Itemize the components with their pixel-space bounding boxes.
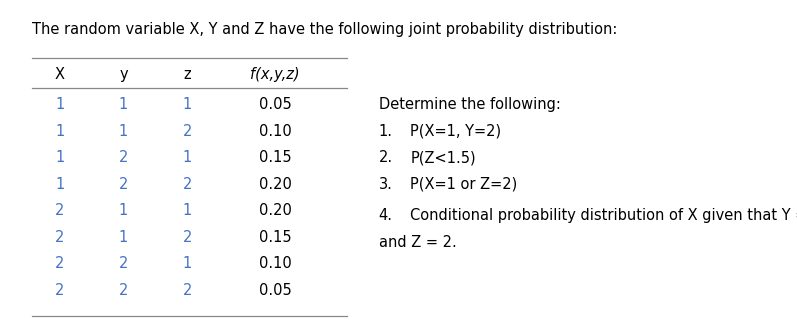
Text: 0.20: 0.20 [258, 203, 292, 218]
Text: 1: 1 [55, 150, 65, 165]
Text: 2: 2 [55, 230, 65, 245]
Text: 2: 2 [183, 177, 192, 192]
Text: 1: 1 [55, 97, 65, 112]
Text: z: z [183, 67, 191, 82]
Text: 2: 2 [119, 283, 128, 298]
Text: 0.10: 0.10 [258, 256, 292, 272]
Text: 2: 2 [183, 283, 192, 298]
Text: 1: 1 [183, 150, 192, 165]
Text: 2: 2 [119, 150, 128, 165]
Text: Determine the following:: Determine the following: [379, 97, 560, 112]
Text: 1: 1 [119, 230, 128, 245]
Text: 1: 1 [55, 177, 65, 192]
Text: 1.: 1. [379, 124, 393, 139]
Text: 0.20: 0.20 [258, 177, 292, 192]
Text: 2: 2 [55, 283, 65, 298]
Text: P(X=1, Y=2): P(X=1, Y=2) [410, 124, 501, 139]
Text: 2: 2 [55, 256, 65, 272]
Text: 0.05: 0.05 [258, 97, 292, 112]
Text: P(Z<1.5): P(Z<1.5) [410, 150, 476, 165]
Text: 0.15: 0.15 [259, 230, 291, 245]
Text: 2: 2 [55, 203, 65, 218]
Text: 0.15: 0.15 [259, 150, 291, 165]
Text: 2: 2 [119, 177, 128, 192]
Text: 2: 2 [183, 124, 192, 139]
Text: and Z = 2.: and Z = 2. [379, 235, 457, 250]
Text: 1: 1 [119, 97, 128, 112]
Text: P(X=1 or Z=2): P(X=1 or Z=2) [410, 177, 518, 192]
Text: X: X [55, 67, 65, 82]
Text: 2.: 2. [379, 150, 393, 165]
Text: Conditional probability distribution of X given that Y =1: Conditional probability distribution of … [410, 208, 797, 223]
Text: 1: 1 [119, 203, 128, 218]
Text: 4.: 4. [379, 208, 393, 223]
Text: 1: 1 [55, 124, 65, 139]
Text: The random variable X, Y and Z have the following joint probability distribution: The random variable X, Y and Z have the … [32, 22, 617, 37]
Text: 1: 1 [119, 124, 128, 139]
Text: 1: 1 [183, 97, 192, 112]
Text: 0.05: 0.05 [258, 283, 292, 298]
Text: 2: 2 [119, 256, 128, 272]
Text: 0.10: 0.10 [258, 124, 292, 139]
Text: f(x,y,z): f(x,y,z) [250, 67, 300, 82]
Text: 3.: 3. [379, 177, 392, 192]
Text: 1: 1 [183, 256, 192, 272]
Text: y: y [120, 67, 128, 82]
Text: 2: 2 [183, 230, 192, 245]
Text: 1: 1 [183, 203, 192, 218]
